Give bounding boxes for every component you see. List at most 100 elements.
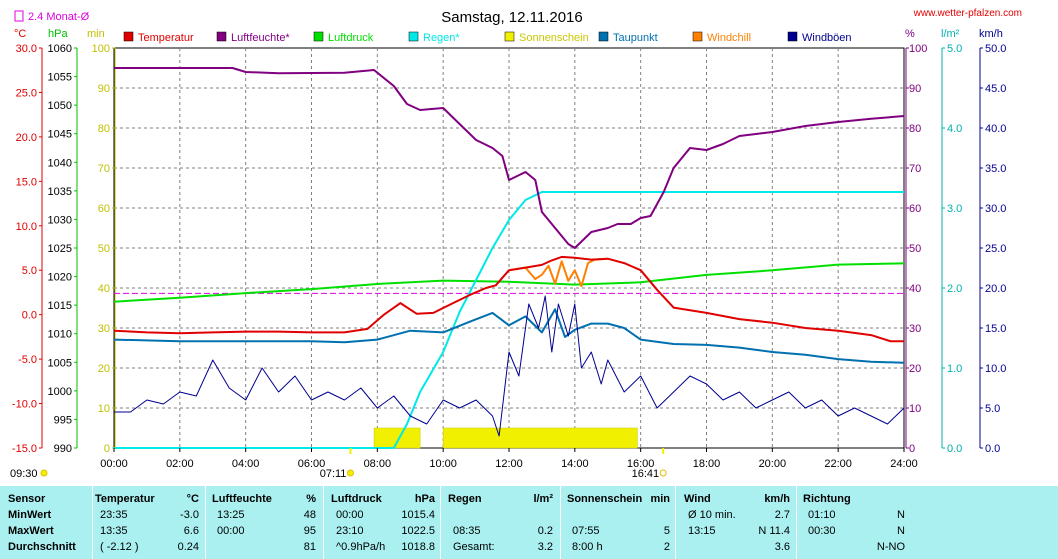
legend-label: Regen* bbox=[423, 32, 460, 44]
stats-temperatur-time: ( -2.12 ) bbox=[100, 541, 139, 553]
x-tick-label: 16:00 bbox=[627, 458, 655, 470]
stats-luftdruck-time: ^0.9hPa/h bbox=[336, 541, 386, 553]
stats-sonne-time: 8:00 h bbox=[572, 541, 603, 553]
humidity-tick-label: 60 bbox=[909, 203, 921, 215]
series-luftdruck-line bbox=[113, 262, 905, 303]
stats-regen-value: 3.2 bbox=[537, 541, 553, 553]
pressure-tick-label: 1015 bbox=[48, 300, 72, 312]
stats-sonne-value: 5 bbox=[663, 525, 670, 537]
humidity-tick-label: 100 bbox=[909, 43, 927, 55]
humidity-tick-label: 40 bbox=[909, 283, 921, 295]
pressure-tick-label: 990 bbox=[54, 443, 72, 455]
x-tick-label: 22:00 bbox=[824, 458, 852, 470]
stats-temperatur-time: 23:35 bbox=[100, 509, 128, 521]
humidity-tick-label: 70 bbox=[909, 163, 921, 175]
site-url: www.wetter-pfalzen.com bbox=[913, 8, 1022, 19]
stats-regen-time: 08:35 bbox=[453, 525, 481, 537]
stats-wind-value: N 11.4 bbox=[758, 525, 790, 537]
legend-swatch bbox=[504, 31, 515, 42]
x-tick-label: 24:00 bbox=[890, 458, 918, 470]
wind-tick-label: 25.0 bbox=[985, 243, 1006, 255]
stats-unit-regen: l/m² bbox=[533, 493, 553, 505]
x-tick-label: 00:00 bbox=[100, 458, 128, 470]
stats-temperatur-value: 0.24 bbox=[177, 541, 199, 553]
stats-divider bbox=[323, 486, 324, 559]
legend-label: Windchill bbox=[707, 32, 751, 44]
stats-luftdruck-value: 1022.5 bbox=[401, 525, 435, 537]
sunshine-tick-label: 60 bbox=[98, 203, 110, 215]
sunshine-tick-label: 0 bbox=[104, 443, 110, 455]
rain-tick-label: 3.0 bbox=[947, 203, 962, 215]
chart-legend: Temperatur Luftfeuchte* Luftdruck Regen* Son… bbox=[123, 31, 852, 44]
legend-swatch bbox=[123, 31, 134, 42]
pressure-tick-label: 1000 bbox=[48, 386, 72, 398]
x-tick-label: 02:00 bbox=[166, 458, 194, 470]
stats-divider bbox=[675, 486, 676, 559]
stats-luftdruck-time: 00:00 bbox=[336, 509, 364, 521]
rain-tick-label: 4.0 bbox=[947, 123, 962, 135]
stats-luftfeuchte-time: 13:25 bbox=[217, 509, 245, 521]
stats-luftdruck-value: 1018.8 bbox=[401, 541, 435, 553]
rain-tick-label: 2.0 bbox=[947, 283, 962, 295]
stats-wind-time: 13:15 bbox=[688, 525, 716, 537]
wind-tick-label: 35.0 bbox=[985, 163, 1006, 175]
rain-tick-label: 5.0 bbox=[947, 43, 962, 55]
temperature-tick-label: 30.0 bbox=[16, 43, 37, 55]
series-windchill-line bbox=[508, 257, 608, 288]
stats-header-sonne: Sonnenschein bbox=[567, 493, 643, 505]
legend-label: Windböen bbox=[802, 32, 852, 44]
rain-tick-label: 1.0 bbox=[947, 363, 962, 375]
x-axis: 00:00 02:00 04:00 06:00 08:00 10:00 12:00 14:00… bbox=[10, 448, 918, 480]
left-time-marker: 09:30 bbox=[10, 468, 38, 480]
unit-celsius: °C bbox=[14, 28, 26, 40]
pressure-tick-label: 1060 bbox=[48, 43, 72, 55]
stats-unit-luftfeuchte: % bbox=[306, 493, 316, 505]
unit-hpa: hPa bbox=[48, 28, 68, 40]
humidity-tick-label: 90 bbox=[909, 83, 921, 95]
temperature-tick-label: -10.0 bbox=[12, 399, 37, 411]
x-tick-label: 12:00 bbox=[495, 458, 523, 470]
stats-temperatur-value: -3.0 bbox=[180, 509, 199, 521]
stats-row-label: Durchschnitt bbox=[8, 541, 76, 553]
stats-header-regen: Regen bbox=[448, 493, 482, 505]
sunshine-tick-label: 90 bbox=[98, 83, 110, 95]
pressure-tick-label: 1020 bbox=[48, 272, 72, 284]
temperature-tick-label: 20.0 bbox=[16, 132, 37, 144]
unit-min: min bbox=[87, 28, 105, 40]
stats-luftfeuchte-time: 00:00 bbox=[217, 525, 245, 537]
legend-swatch bbox=[216, 31, 227, 42]
pressure-tick-label: 1055 bbox=[48, 72, 72, 84]
stats-unit-luftdruck: hPa bbox=[414, 493, 435, 505]
sunshine-tick-label: 20 bbox=[98, 363, 110, 375]
stats-divider bbox=[796, 486, 797, 559]
legend-swatch bbox=[598, 31, 609, 42]
stats-sonne-value: 2 bbox=[663, 541, 670, 553]
sunshine-tick-label: 80 bbox=[98, 123, 110, 135]
unit-percent: % bbox=[905, 28, 915, 40]
wind-tick-label: 50.0 bbox=[985, 43, 1006, 55]
stats-temperatur-time: 13:35 bbox=[100, 525, 128, 537]
temperature-tick-label: 15.0 bbox=[16, 176, 37, 188]
legend-label: Luftfeuchte* bbox=[231, 32, 290, 44]
humidity-tick-label: 0 bbox=[909, 443, 915, 455]
stats-temperatur-value: 6.6 bbox=[183, 525, 199, 537]
chart-axes: 30.0 25.0 20.0 15.0 10.0 5.0 0.0 -5.0 -10.0 -15.0… bbox=[12, 43, 1007, 455]
left-marker-icon bbox=[40, 469, 48, 477]
stats-unit-temperatur: °C bbox=[186, 493, 199, 505]
sunrise-label: 07:11 bbox=[320, 468, 347, 480]
series-luftfeuchte-line bbox=[114, 67, 905, 249]
x-tick-label: 04:00 bbox=[232, 458, 260, 470]
legend-swatch bbox=[787, 31, 798, 42]
stats-luftdruck-time: 23:10 bbox=[336, 525, 364, 537]
stats-row-label: MaxWert bbox=[8, 525, 54, 537]
stats-sonne-time: 07:55 bbox=[572, 525, 600, 537]
x-tick-label: 06:00 bbox=[298, 458, 326, 470]
temperature-tick-label: 25.0 bbox=[16, 87, 37, 99]
x-tick-label: 10:00 bbox=[429, 458, 457, 470]
stats-richtung-value: N bbox=[897, 509, 905, 521]
pressure-tick-label: 1040 bbox=[48, 157, 72, 169]
legend-swatch bbox=[313, 31, 324, 42]
pressure-tick-label: 1025 bbox=[48, 243, 72, 255]
stats-luftfeuchte-value: 81 bbox=[303, 541, 316, 553]
pressure-tick-label: 1050 bbox=[48, 100, 72, 112]
